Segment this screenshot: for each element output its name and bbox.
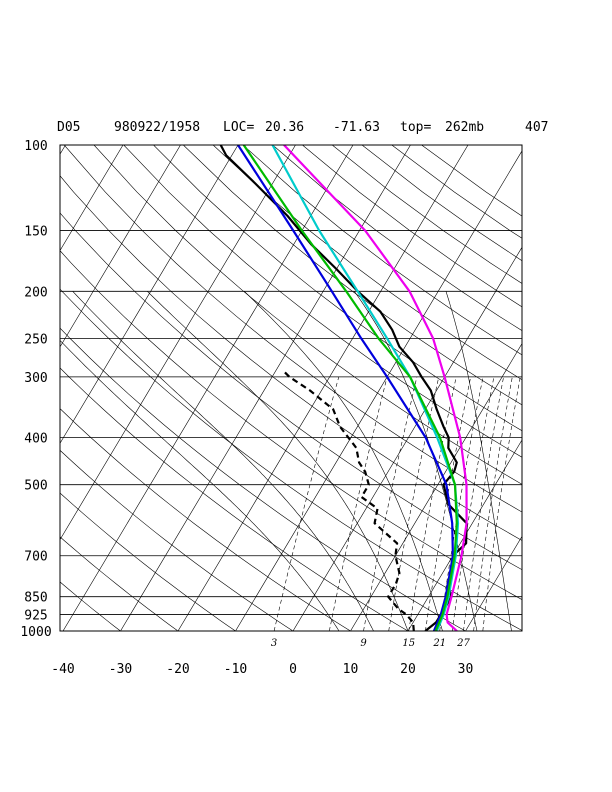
temperature-tick-label: -30 <box>109 662 132 677</box>
dry-adiabat-line <box>60 327 466 631</box>
isotherm-line <box>292 246 522 631</box>
header-datetime: 980922/1958 <box>114 120 201 135</box>
isotherm-line <box>235 150 522 631</box>
temperature-tick-label: 10 <box>343 662 359 677</box>
dry-adiabat-line <box>60 408 351 631</box>
pressure-tick-label: 925 <box>24 609 47 624</box>
moist-adiabat-line <box>445 291 512 631</box>
temperature-tick-label: -10 <box>224 662 247 677</box>
isotherm-line <box>60 145 124 252</box>
header-lat: 20.36 <box>265 120 305 135</box>
sounding-series-3 <box>271 145 460 631</box>
mixing-ratio-line <box>463 376 504 631</box>
temperature-tick-label: -20 <box>166 662 189 677</box>
isotherm-line <box>60 145 181 348</box>
mixing-ratio-label: 9 <box>360 638 367 649</box>
header-loc-label: LOC= <box>223 120 255 135</box>
sounding-series-5 <box>283 145 468 631</box>
isotherm-line <box>0 145 8 631</box>
sounding-series-2 <box>237 145 454 631</box>
isotherm-line <box>177 145 469 631</box>
pressure-tick-label: 500 <box>24 479 47 494</box>
dry-adiabat-line <box>302 145 522 308</box>
temperature-tick-label: 20 <box>400 662 416 677</box>
mixing-ratio-line <box>408 376 457 631</box>
dry-adiabat-line <box>212 145 522 381</box>
isotherm-line <box>62 145 354 631</box>
pressure-tick-label: 850 <box>24 591 47 606</box>
dry-adiabat-line <box>153 145 522 432</box>
pressure-tick-label: 250 <box>24 332 47 347</box>
mixing-ratio-label: 15 <box>402 638 415 649</box>
mixing-ratio-line <box>363 376 418 631</box>
dry-adiabat-line <box>272 145 522 331</box>
mixing-ratio-label: 27 <box>456 638 470 649</box>
isotherm-line <box>60 145 296 541</box>
dry-adiabat-line <box>123 145 522 458</box>
temperature-tick-label: 0 <box>289 662 297 677</box>
pressure-tick-label: 100 <box>24 139 47 154</box>
moist-adiabat-line <box>354 291 478 631</box>
sounding-series-0 <box>219 145 468 631</box>
dry-adiabat-line <box>421 145 522 217</box>
mixing-ratio-line <box>273 376 340 631</box>
mixing-ratio-line <box>473 376 513 631</box>
isotherm-line <box>350 343 522 631</box>
temperature-tick-label: -40 <box>51 662 74 677</box>
mixing-ratio-label: 21 <box>432 638 446 649</box>
pressure-tick-label: 150 <box>24 225 47 240</box>
pressure-tick-label: 700 <box>24 550 47 565</box>
dry-adiabat-line <box>332 145 522 284</box>
dry-adiabat-line <box>242 145 522 356</box>
mixing-ratio-line <box>452 376 495 631</box>
plot-frame <box>59 144 523 632</box>
dry-adiabat-line <box>361 145 522 262</box>
dry-adiabat-line <box>60 212 522 571</box>
mixing-ratio-line <box>388 376 440 631</box>
temperature-axis-labels: -40 -30 -20 -10 0 10 20 30 <box>51 662 473 677</box>
mixing-ratio-line <box>329 376 388 631</box>
isotherm-line <box>523 145 612 631</box>
sounding-series-1 <box>281 368 415 631</box>
isotherm-line <box>581 145 612 631</box>
temperature-tick-label: 30 <box>458 662 474 677</box>
isotherm-line <box>465 535 522 631</box>
mixing-ratio-line <box>482 376 521 631</box>
pressure-tick-label: 300 <box>24 371 47 386</box>
header-top-label: top= <box>400 120 432 135</box>
header-number: 407 <box>525 120 549 135</box>
pressure-tick-label: 200 <box>24 285 47 300</box>
moist-adiabat-line <box>72 291 374 631</box>
header-station: D05 <box>57 120 81 135</box>
pressure-tick-label: 1000 <box>20 625 51 640</box>
mixing-ratio-labels: 3 9 15 21 27 <box>271 638 471 649</box>
moist-adiabat-line <box>147 291 409 631</box>
moist-adiabat-line <box>60 339 340 631</box>
isotherm-line <box>120 145 411 631</box>
isotherm-line <box>60 145 239 444</box>
pressure-tick-label: 400 <box>24 432 47 447</box>
moist-adiabat-line <box>244 291 443 631</box>
dry-adiabat-line <box>63 145 522 513</box>
header-lon: -71.63 <box>333 120 380 135</box>
mixing-ratio-label: 3 <box>271 638 277 649</box>
header-top-value: 262mb <box>445 120 485 135</box>
mixing-ratio-line <box>425 376 471 631</box>
sounding-series-4 <box>242 145 458 631</box>
dry-adiabat-line <box>60 367 409 631</box>
